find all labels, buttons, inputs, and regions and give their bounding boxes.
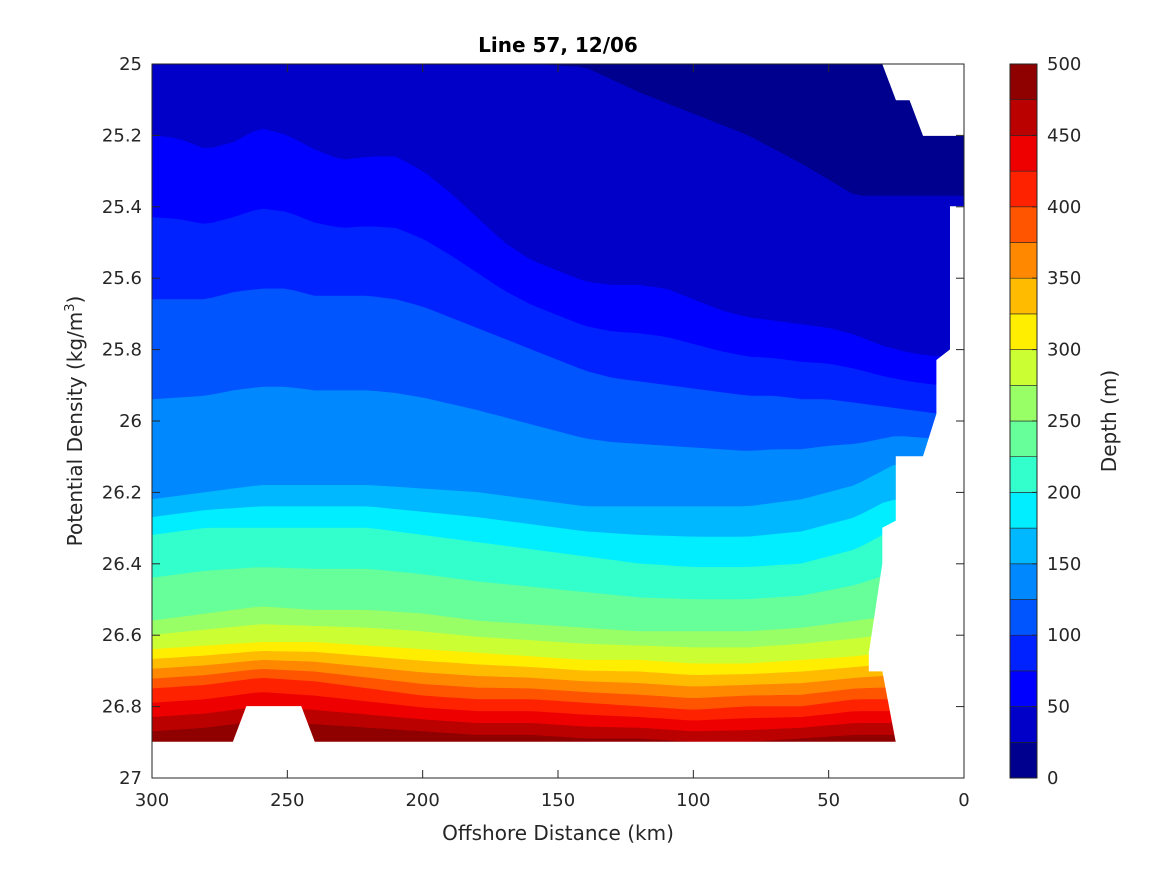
- colorbar: 0 50 100 150 200 250 300 350 400 450 500: [1009, 54, 1081, 789]
- y-axis-label-close: ): [63, 296, 87, 304]
- x-tick-label: 100: [676, 790, 710, 811]
- y-tick-label: 25.6: [102, 268, 142, 289]
- contour-bands: [152, 64, 964, 773]
- colorbar-band-225: [1009, 420, 1038, 458]
- x-tick-label: 150: [541, 790, 575, 811]
- colorbar-tick-label: 300: [1047, 340, 1081, 361]
- missing-region-notch: [232, 706, 316, 743]
- y-axis-label-main: Potential Density (kg/m: [63, 312, 87, 547]
- colorbar-tick-label: 450: [1047, 125, 1081, 146]
- colorbar-band-125: [1009, 563, 1038, 600]
- colorbar-band-25: [1009, 706, 1038, 743]
- colorbar-tick-label: 400: [1047, 197, 1081, 218]
- colorbar-band-50: [1009, 670, 1038, 707]
- colorbar-band-300: [1009, 313, 1038, 350]
- colorbar-tick-label: 250: [1047, 411, 1081, 432]
- contour-band-0-25: [152, 64, 964, 197]
- x-tick-label: 50: [817, 790, 840, 811]
- missing-region-bottom-below-data: [152, 741, 964, 778]
- colorbar-band-150: [1009, 527, 1038, 565]
- missing-region-top-right-gap: [882, 64, 964, 136]
- missing-data-regions: [152, 64, 964, 778]
- y-tick-label: 26: [119, 411, 142, 432]
- y-tick-label: 25.8: [102, 340, 142, 361]
- colorbar-tick-label: 100: [1047, 625, 1081, 646]
- colorbar-tick-label: 0: [1047, 768, 1058, 789]
- colorbar-band-200: [1009, 456, 1038, 493]
- colorbar-tick-label: 50: [1047, 697, 1070, 718]
- colorbar-band-475: [1009, 63, 1038, 101]
- colorbar-ticks: 0 50 100 150 200 250 300 350 400 450 500: [1032, 54, 1081, 789]
- colorbar-band-0: [1009, 741, 1038, 779]
- y-tick-label: 26.4: [102, 554, 142, 575]
- colorbar-band-450: [1009, 99, 1038, 136]
- y-tick-label: 25.2: [102, 125, 142, 146]
- y-axis-label-superscript: 3: [63, 303, 78, 311]
- colorbar-band-275: [1009, 349, 1038, 386]
- colorbar-band-175: [1009, 492, 1038, 529]
- y-axis: 25 25.2 25.4 25.6 25.8 26 26.2 26.4 26.6 26.8 27: [102, 54, 964, 789]
- colorbar-band-250: [1009, 384, 1038, 422]
- chart-title: Line 57, 12/06: [478, 33, 638, 57]
- y-axis-label: Potential Density (kg/m3): [63, 296, 87, 547]
- colorbar-label: Depth (m): [1097, 370, 1121, 472]
- y-tick-label: 25: [119, 54, 142, 75]
- y-tick-label: 27: [119, 768, 142, 789]
- colorbar-tick-label: 200: [1047, 482, 1081, 503]
- colorbar-tick-label: 500: [1047, 54, 1081, 75]
- colorbar-band-350: [1009, 242, 1038, 279]
- colorbar-band-425: [1009, 135, 1038, 172]
- plot-area: 300 250 200 150 100 50 0 2525.225.425.625.8262…: [102, 54, 970, 811]
- colorbar-band-375: [1009, 206, 1038, 243]
- x-tick-label: 300: [135, 790, 169, 811]
- colorbar-bands: [1009, 63, 1038, 779]
- colorbar-band-400: [1009, 170, 1038, 208]
- y-tick-label: 26.6: [102, 625, 142, 646]
- x-axis-label: Offshore Distance (km): [442, 821, 674, 845]
- missing-region-right-side-gap: [868, 206, 964, 778]
- x-axis: 300 250 200 150 100 50 0: [135, 64, 970, 811]
- colorbar-band-75: [1009, 634, 1038, 672]
- colorbar-tick-label: 350: [1047, 268, 1081, 289]
- x-tick-label: 0: [958, 790, 969, 811]
- y-tick-label: 25.4: [102, 197, 142, 218]
- x-tick-label: 200: [405, 790, 439, 811]
- y-tick-label: 26.8: [102, 697, 142, 718]
- colorbar-tick-label: 150: [1047, 554, 1081, 575]
- x-tick-label: 250: [270, 790, 304, 811]
- y-tick-label: 26.2: [102, 482, 142, 503]
- colorbar-band-325: [1009, 277, 1038, 315]
- colorbar-band-100: [1009, 599, 1038, 636]
